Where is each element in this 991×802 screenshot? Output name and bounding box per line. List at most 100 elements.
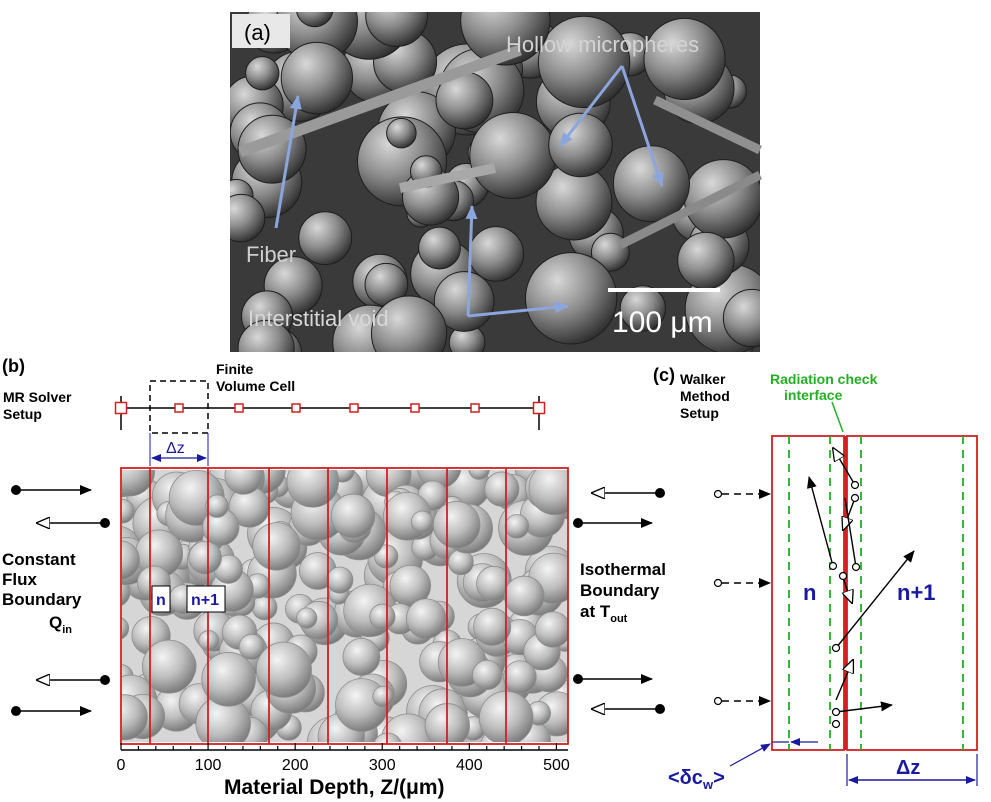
walker-entries <box>713 489 771 706</box>
axis-tick-label: 0 <box>117 757 126 774</box>
sem-particle <box>237 319 295 352</box>
packed-sphere <box>473 607 512 646</box>
sem-fiber <box>617 170 763 250</box>
sem-particle <box>524 252 618 345</box>
fiber-arrow <box>274 95 302 229</box>
solver-node <box>291 403 301 413</box>
sem-particle <box>548 112 613 178</box>
right-bc-2: Boundary <box>580 581 660 600</box>
scale-label: 100 μm <box>612 306 713 339</box>
dz-label-b: Δz <box>166 440 185 457</box>
packed-sphere <box>188 540 222 575</box>
packed-sphere <box>484 471 520 507</box>
hollow-label: Hollow micropheres <box>506 32 699 57</box>
packed-sphere <box>504 514 530 539</box>
cell-n1-label-b: n+1 <box>191 592 219 609</box>
void-label: Interstitial void <box>248 306 389 331</box>
packed-sphere <box>255 641 312 698</box>
packed-sphere <box>224 470 263 495</box>
sem-particle <box>245 56 280 91</box>
packed-sphere <box>472 659 503 691</box>
sem-particle <box>612 145 690 223</box>
rad-pointer <box>831 401 844 433</box>
sem-fiber <box>653 95 762 155</box>
sem-particle <box>460 12 551 66</box>
sem-particle <box>386 117 417 149</box>
packed-sphere <box>528 470 568 516</box>
packed-sphere <box>286 470 339 508</box>
sem-particle <box>296 12 334 28</box>
right-bc-3: at Tout <box>580 602 628 625</box>
packed-sphere <box>122 470 156 497</box>
packed-sphere <box>389 564 432 607</box>
solver-node <box>470 403 480 413</box>
solver-node <box>349 403 359 413</box>
sem-particle <box>619 285 666 332</box>
panel-a-label: (a) <box>244 20 271 45</box>
solver-node <box>114 401 128 415</box>
sem-particle <box>370 295 448 352</box>
left-boundary-arrows <box>11 485 110 716</box>
sem-particle <box>280 41 354 115</box>
packed-sphere <box>142 639 196 694</box>
packed-sphere <box>405 598 447 639</box>
fv-label-1: Finite <box>216 361 254 377</box>
sem-particle <box>677 231 735 290</box>
cell-n-label-c: n <box>803 580 816 605</box>
sem-particle <box>683 159 760 239</box>
void-arrow <box>465 205 478 317</box>
solver-node <box>234 403 244 413</box>
sem-particles <box>230 12 760 352</box>
packed-sphere <box>468 470 490 480</box>
sem-particle <box>230 193 266 243</box>
sem-particle <box>298 211 353 266</box>
cell-n1-label-c: n+1 <box>897 580 936 605</box>
sem-fiber <box>398 163 497 193</box>
packed-sphere <box>238 633 265 660</box>
axis-tick-label: 100 <box>195 757 222 774</box>
sem-particle <box>537 15 631 109</box>
sem-particle <box>365 12 428 47</box>
left-bc-2: Flux <box>2 570 37 589</box>
fiber-label: Fiber <box>246 242 296 267</box>
left-bc-q: Qin <box>49 613 72 636</box>
fv-label-2: Volume Cell <box>216 378 295 394</box>
packed-sphere <box>447 549 474 576</box>
sem-particle <box>469 112 557 200</box>
packed-sphere <box>122 694 148 741</box>
right-bc-1: Isothermal <box>580 560 666 579</box>
packed-sphere <box>122 540 140 580</box>
packed-sphere <box>251 594 278 621</box>
packed-sphere <box>122 617 130 640</box>
x-axis-label: Material Depth, Z/(μm) <box>224 776 445 799</box>
solver-label-1: MR Solver <box>3 389 72 405</box>
dcw-label: <δcw> <box>668 767 725 792</box>
solver-node <box>174 403 184 413</box>
rad-label-2: interface <box>784 387 843 403</box>
solver-node <box>532 401 546 415</box>
dz-label-c: Δz <box>896 757 920 779</box>
axis-tick-label: 400 <box>456 757 483 774</box>
packed-sphere <box>342 638 381 676</box>
sem-particle <box>722 288 760 348</box>
left-bc-3: Boundary <box>2 590 82 609</box>
packed-sphere <box>252 522 301 571</box>
walker-label-1: Walker <box>680 371 726 387</box>
packed-sphere <box>330 493 376 539</box>
cell-n1-box <box>186 585 226 613</box>
panel-a-label-box <box>232 14 290 48</box>
hollow-arrow <box>558 65 624 147</box>
solver-label-2: Setup <box>3 406 42 422</box>
panel-b-label: (b) <box>2 356 25 376</box>
cell-n-box <box>151 585 171 613</box>
packed-sphere <box>122 577 131 606</box>
sem-image: (a) Fiber Hollow micropheres Interstitia… <box>230 12 763 352</box>
packed-sphere <box>296 607 318 629</box>
walker-paths <box>807 448 915 729</box>
left-bc-1: Constant <box>2 550 76 569</box>
sem-fiber <box>238 44 522 158</box>
packed-sphere <box>205 494 229 518</box>
hollow-arrow <box>620 65 664 187</box>
packed-sphere <box>503 660 537 694</box>
